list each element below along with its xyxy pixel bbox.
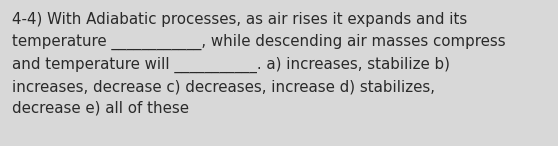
Text: 4-4) With Adiabatic processes, as air rises it expands and its
temperature _____: 4-4) With Adiabatic processes, as air ri… <box>12 12 506 116</box>
